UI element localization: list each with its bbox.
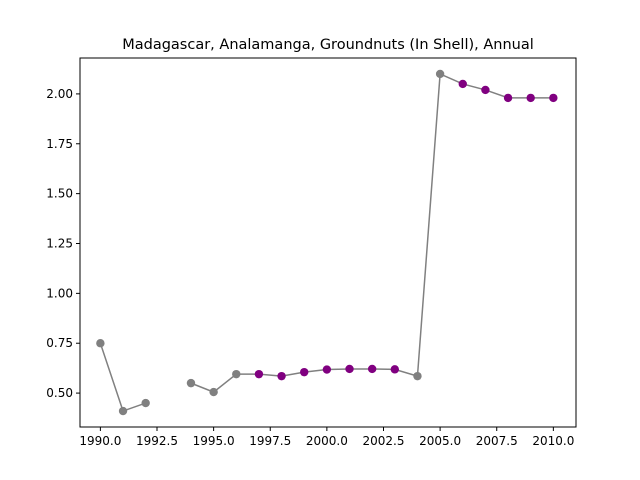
series-lines — [99, 72, 554, 413]
data-point-1995 — [209, 387, 218, 397]
data-point-2004 — [413, 371, 422, 381]
data-point-1992 — [141, 398, 150, 408]
data-point-2009 — [526, 93, 535, 103]
x-tick-label: 2005.0 — [419, 434, 461, 448]
x-tick-label: 2000.0 — [306, 434, 348, 448]
data-point-2000 — [322, 365, 332, 374]
data-point-2006 — [458, 79, 467, 89]
y-tick-label: 1.25 — [46, 236, 73, 250]
plot-frame — [79, 57, 577, 428]
data-point-2005 — [435, 69, 445, 79]
y-tick-label: 1.50 — [46, 187, 73, 201]
x-tick-label: 1992.5 — [136, 434, 178, 448]
data-point-1998 — [277, 371, 286, 381]
x-tick-label: 2002.5 — [362, 434, 404, 448]
data-point-1996 — [232, 369, 241, 379]
x-tick-label: 1990.0 — [79, 434, 121, 448]
x-tick-label: 2010.0 — [532, 434, 574, 448]
data-point-1990 — [96, 339, 105, 348]
x-tick-label: 1997.5 — [249, 434, 291, 448]
data-point-2010 — [549, 93, 558, 103]
data-point-1997 — [254, 369, 264, 379]
x-tick-label: 1995.0 — [193, 434, 235, 448]
x-axis: 1990.0 1992.5 1995.0 1997.5 2000.0 2002.5 2005… — [79, 427, 574, 448]
series-line-segment — [99, 342, 146, 413]
data-point-1991 — [118, 406, 128, 416]
data-point-2002 — [367, 364, 377, 374]
y-tick-label: 0.50 — [46, 386, 73, 400]
data-point-2003 — [390, 365, 400, 374]
y-tick-label: 2.00 — [46, 87, 73, 101]
data-point-1999 — [300, 367, 309, 377]
y-tick-label: 0.75 — [46, 336, 73, 350]
series-line-segment — [190, 72, 554, 393]
data-point-1994 — [186, 378, 196, 388]
chart-title: Madagascar, Analamanga, Groundnuts (In S… — [122, 37, 534, 53]
data-point-2001 — [345, 364, 354, 374]
series-points — [96, 69, 558, 416]
y-tick-label: 1.00 — [46, 286, 73, 300]
x-tick-label: 2007.5 — [476, 434, 518, 448]
y-axis: 0.50 0.75 1.00 1.25 1.50 1.75 2.00 — [46, 87, 80, 400]
data-point-2007 — [481, 85, 490, 95]
y-tick-label: 1.75 — [46, 137, 73, 151]
data-point-2008 — [503, 93, 513, 103]
